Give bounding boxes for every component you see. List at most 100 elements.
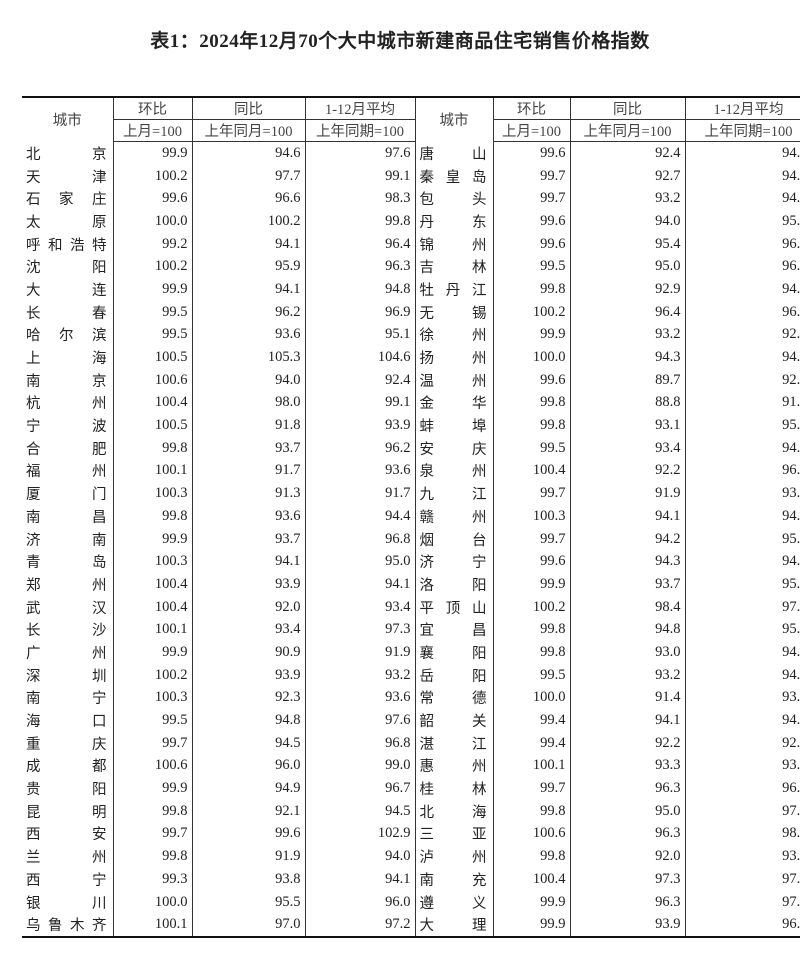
- city-name: 昆明: [26, 804, 107, 821]
- table-title: 表1：2024年12月70个大中城市新建商品住宅销售价格指数: [150, 31, 650, 52]
- yoy-value: 96.3: [569, 777, 686, 800]
- city-name: 烟台: [419, 532, 487, 549]
- city-cell: 湛江: [414, 731, 494, 755]
- avg-value: 97.1: [684, 799, 800, 823]
- city-name: 赣州: [419, 509, 487, 526]
- yoy-value: 100.2: [191, 210, 306, 233]
- avg-value: 95.0: [684, 414, 800, 437]
- avg-value: 96.0: [304, 890, 416, 914]
- mom-value: 100.2: [112, 663, 193, 687]
- avg-value: 94.8: [304, 278, 416, 301]
- yoy-value: 94.8: [569, 618, 686, 642]
- yoy-value: 94.3: [569, 550, 686, 574]
- avg-value: 93.4: [684, 686, 800, 710]
- yoy-value: 93.9: [191, 663, 306, 687]
- city-cell: 牡丹江: [414, 278, 494, 301]
- table-row: 长沙 100.193.497.3宜昌 99.894.895.5: [22, 618, 800, 642]
- avg-value: 94.4: [684, 187, 800, 211]
- yoy-value: 96.3: [569, 822, 686, 846]
- city-name: 韶关: [419, 714, 487, 731]
- city-name: 牡丹江: [419, 282, 487, 299]
- avg-value: 95.1: [304, 323, 416, 347]
- city-name: 蚌埠: [419, 419, 487, 436]
- city-cell: 乌鲁木齐: [22, 913, 114, 938]
- avg-value: 92.4: [304, 368, 416, 392]
- yoy-value: 91.9: [569, 482, 686, 505]
- table-body: 北京99.994.697.6唐山99.692.494.2天津100.297.79…: [22, 141, 800, 938]
- avg-value: 94.3: [684, 709, 800, 732]
- city-name: 长沙: [26, 623, 107, 640]
- table-row: 南昌 99.893.694.4赣州 100.394.194.6: [22, 505, 800, 528]
- avg-value: 95.5: [684, 618, 800, 642]
- city-cell: 呼和浩特: [22, 232, 114, 256]
- city-name: 九江: [419, 487, 487, 504]
- city-cell: 温州: [414, 368, 494, 392]
- avg-value: 98.6: [684, 822, 800, 846]
- city-name: 武汉: [26, 600, 107, 617]
- mom-value: 99.8: [492, 618, 571, 642]
- avg-value: 96.1: [684, 777, 800, 800]
- mom-value: 100.3: [112, 482, 193, 505]
- city-name: 泸州: [419, 850, 487, 867]
- city-name: 秦皇岛: [419, 169, 487, 186]
- avg-value: 96.7: [684, 232, 800, 256]
- table-row: 石家庄 99.696.698.3包头 99.793.294.4: [22, 187, 800, 211]
- mom-value: 99.6: [492, 141, 571, 165]
- avg-value: 99.1: [304, 164, 416, 188]
- yoy-value: 99.6: [191, 822, 306, 846]
- city-cell: 徐州: [414, 323, 494, 347]
- mom-value: 100.2: [492, 595, 571, 619]
- city-name: 襄阳: [419, 645, 487, 662]
- city-cell: 丹东: [414, 210, 494, 233]
- table-row: 济南 99.993.796.8烟台 99.794.295.2: [22, 527, 800, 551]
- city-cell: 大理: [414, 913, 494, 938]
- avg-value: 98.3: [304, 187, 416, 211]
- yoy-value: 96.4: [569, 300, 686, 324]
- table-row: 北京 99.994.697.6唐山 99.692.494.2: [22, 141, 800, 165]
- mom-value: 100.3: [492, 505, 571, 528]
- mom-value: 99.7: [492, 527, 571, 551]
- city-name: 温州: [419, 373, 487, 390]
- avg-value: 93.2: [684, 482, 800, 505]
- mom-value: 99.9: [492, 890, 571, 914]
- city-name: 兰州: [26, 850, 107, 867]
- city-cell: 南京: [22, 368, 114, 392]
- city-cell: 无锡: [414, 300, 494, 324]
- city-cell: 上海: [22, 346, 114, 369]
- mom-value: 100.6: [112, 754, 193, 778]
- city-cell: 秦皇岛: [414, 164, 494, 188]
- city-cell: 泉州: [414, 459, 494, 483]
- city-cell: 海口: [22, 709, 114, 732]
- mom-value: 99.5: [492, 436, 571, 460]
- avg-value: 94.1: [304, 868, 416, 891]
- avg-value: 96.7: [304, 777, 416, 800]
- mom-value: 100.4: [492, 868, 571, 891]
- city-cell: 济宁: [414, 550, 494, 574]
- city-name: 银川: [26, 895, 107, 912]
- yoy-value: 93.1: [569, 414, 686, 437]
- yoy-value: 92.0: [191, 595, 306, 619]
- mom-value: 100.4: [112, 595, 193, 619]
- city-cell: 大连: [22, 278, 114, 301]
- city-cell: 遵义: [414, 890, 494, 914]
- yoy-value: 93.9: [569, 913, 686, 938]
- mom-value: 100.1: [112, 618, 193, 642]
- yoy-value: 105.3: [191, 346, 306, 369]
- yoy-value: 93.0: [569, 641, 686, 664]
- mom-value: 99.9: [492, 573, 571, 596]
- yoy-value: 89.7: [569, 368, 686, 392]
- city-cell: 九江: [414, 482, 494, 505]
- city-name: 西安: [26, 827, 107, 844]
- avg-value: 97.1: [684, 890, 800, 914]
- yoy-value: 94.1: [191, 278, 306, 301]
- mom-value: 99.8: [112, 436, 193, 460]
- yoy-value: 94.0: [569, 210, 686, 233]
- city-cell: 贵阳: [22, 777, 114, 800]
- avg-value: 92.6: [684, 368, 800, 392]
- avg-value: 94.3: [684, 278, 800, 301]
- city-name: 乌鲁木齐: [26, 918, 107, 935]
